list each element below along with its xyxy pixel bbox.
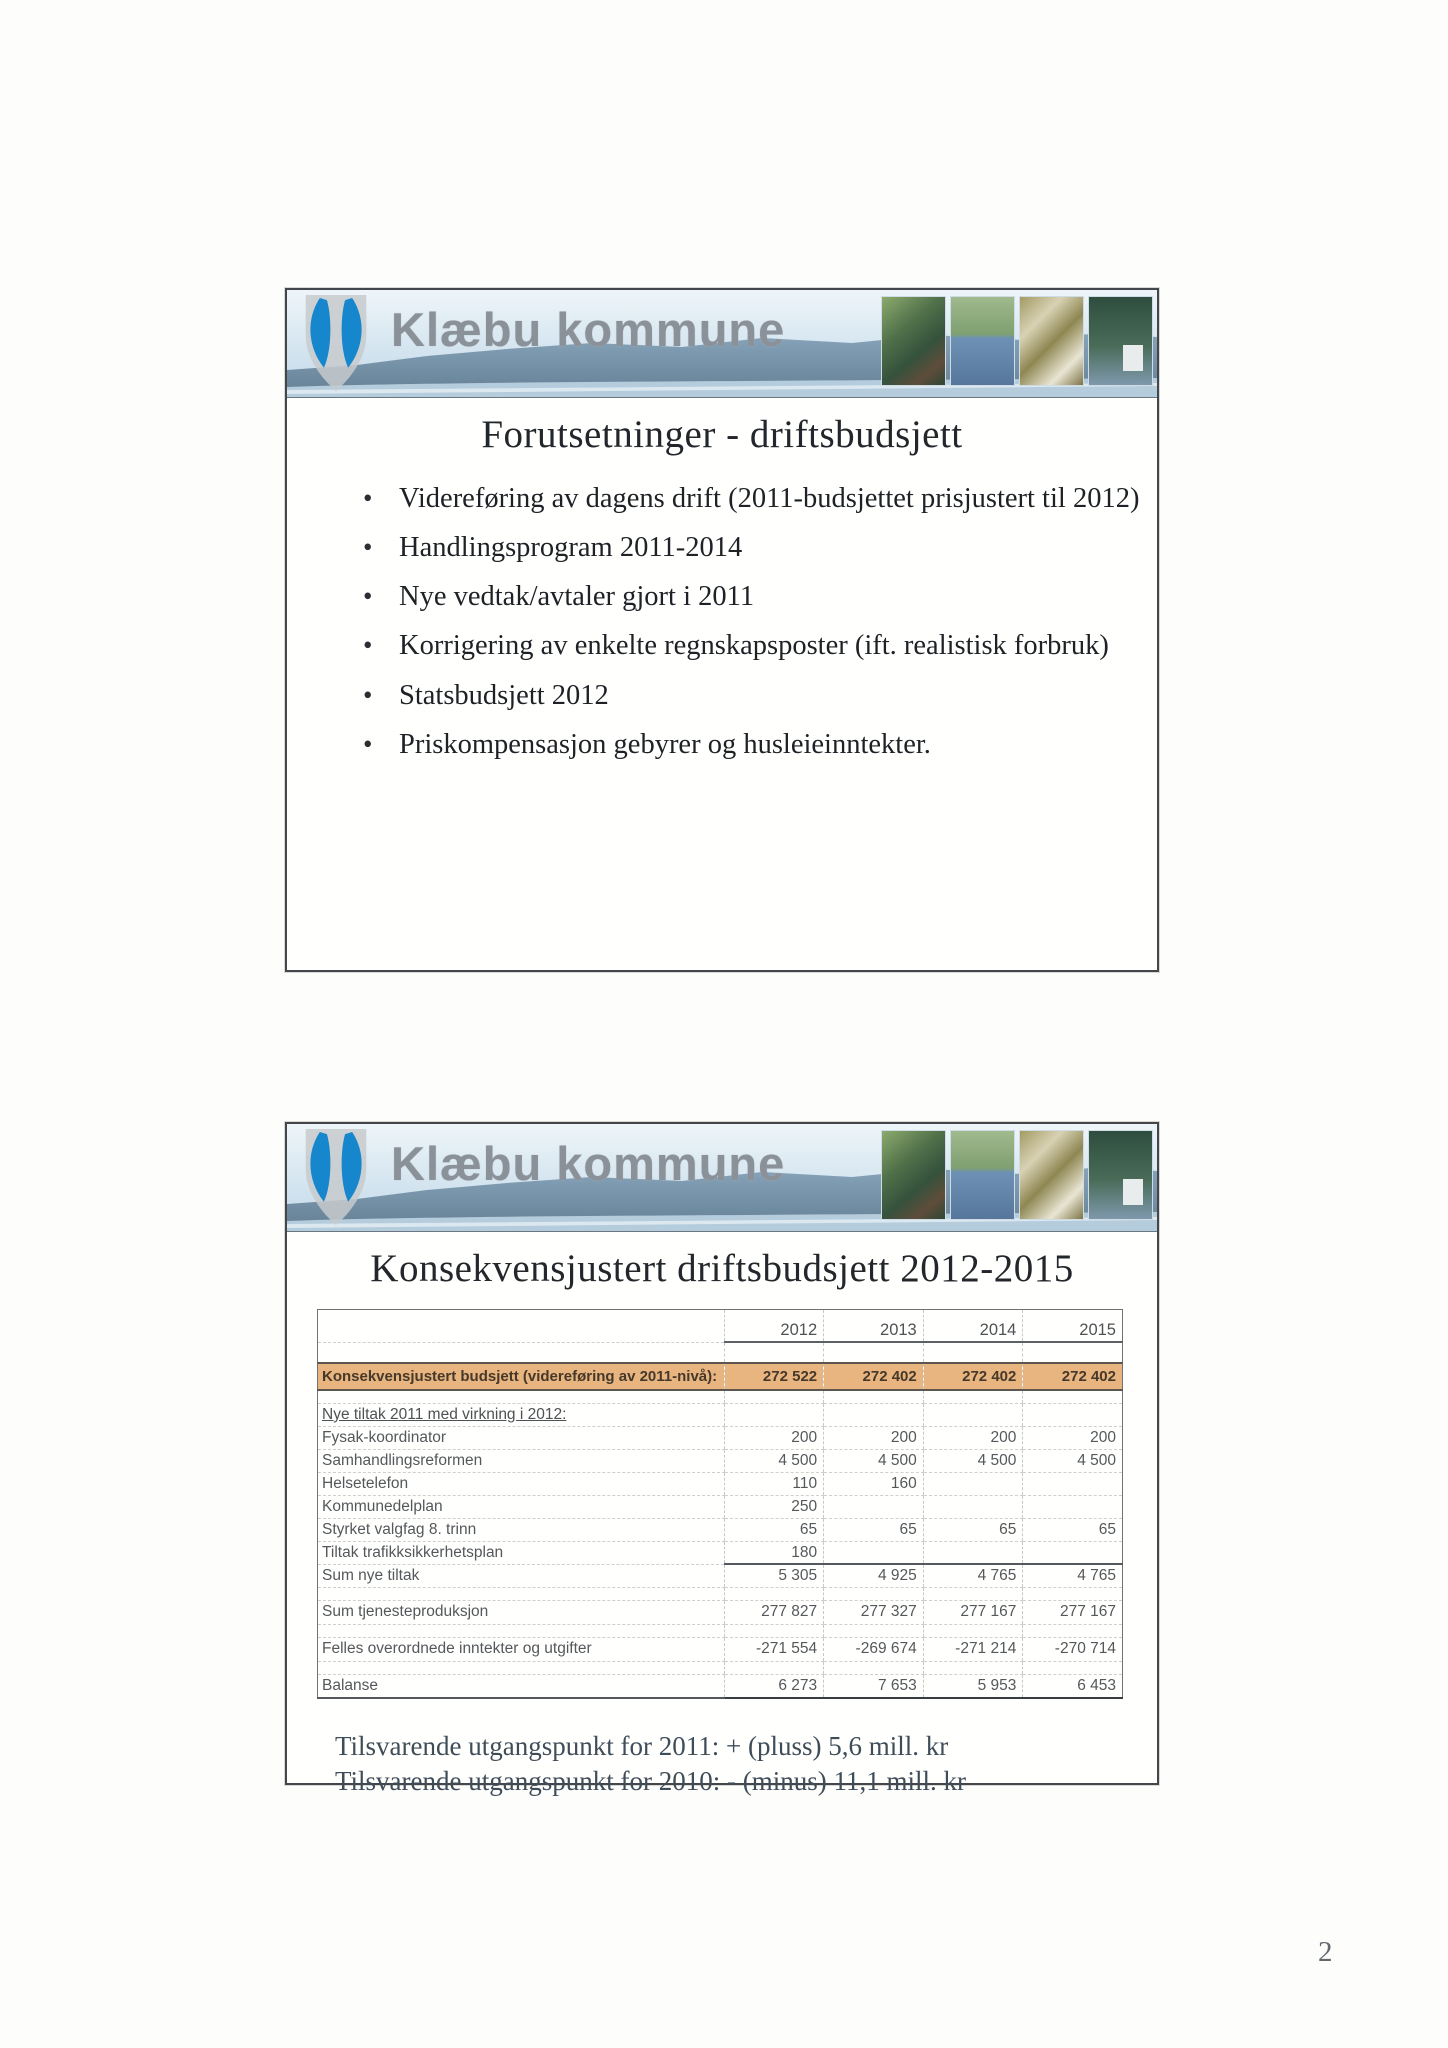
bullet-item: Statsbudsjett 2012 [353, 678, 1143, 714]
comparison-notes: Tilsvarende utgangspunkt for 2011: + (pl… [335, 1729, 1157, 1798]
bullet-text: Statsbudsjett 2012 [399, 679, 609, 711]
spacer-row [317, 1624, 1123, 1638]
spacer-row [317, 1661, 1123, 1675]
slide-title: Konsekvensjustert driftsbudsjett 2012-20… [370, 1247, 1074, 1290]
bullet-item: Nye vedtak/avtaler gjort i 2011 [353, 579, 1143, 615]
spacer-row [317, 1342, 1123, 1364]
slide-konsekvensjustert-budsjett: Klæbu kommune Konsekvensjustert driftsbu… [285, 1122, 1159, 1796]
page-number: 2 [1318, 1936, 1333, 1968]
bullet-text: Priskompensasjon gebyrer og husleieinnte… [399, 728, 931, 760]
highlight-row: Konsekvensjustert budsjett (videreføring… [317, 1362, 1123, 1392]
klaebu-crest-icon [305, 295, 367, 391]
banner-photo [1088, 296, 1153, 386]
table-row: Kommunedelplan 250 [317, 1495, 1123, 1519]
header-banner: Klæbu kommune [287, 290, 1157, 398]
sum-row: Sum nye tiltak 5 305 4 925 4 765 4 765 [317, 1563, 1123, 1588]
bullet-text: Handlingsprogram 2011-2014 [399, 531, 743, 563]
slide-title: Forutsetninger - driftsbudsjett [481, 413, 963, 456]
table-row: Tiltak trafikksikkerhetsplan 180 [317, 1541, 1123, 1565]
klaebu-crest-icon [305, 1129, 367, 1225]
bullet-item: Korrigering av enkelte regnskapsposter (… [353, 628, 1143, 664]
banner-photo [1088, 1130, 1153, 1220]
note-line: Tilsvarende utgangspunkt for 2011: + (pl… [335, 1731, 949, 1762]
spacer-row [317, 1587, 1123, 1601]
bullet-text: Nye vedtak/avtaler gjort i 2011 [399, 581, 755, 613]
year-header-cell: 2015 [1022, 1309, 1123, 1344]
banner-photo [950, 1130, 1015, 1220]
year-header-cell: 2014 [922, 1309, 1023, 1344]
bullet-text: Videreføring av dagens drift (2011-budsj… [399, 482, 1140, 514]
balance-row: Balanse 6 273 7 653 5 953 6 453 [317, 1674, 1123, 1700]
note-line: Tilsvarende utgangspunkt for 2010: - (mi… [335, 1765, 966, 1796]
photo-strip [881, 1130, 1153, 1220]
bullet-text: Korrigering av enkelte regnskapsposter (… [399, 630, 1109, 662]
banner-photo [1019, 296, 1084, 386]
banner-photo [881, 296, 946, 386]
bullet-item: Priskompensasjon gebyrer og husleieinnte… [353, 727, 1143, 763]
table-row: Samhandlingsreformen 4 500 4 500 4 500 4… [317, 1449, 1123, 1473]
year-header-cell: 2012 [723, 1309, 824, 1344]
header-banner: Klæbu kommune [287, 1124, 1157, 1232]
photo-strip [881, 296, 1153, 386]
banner-photo [881, 1130, 946, 1220]
table-row: Styrket valgfag 8. trinn 65 65 65 65 [317, 1518, 1123, 1542]
slide-forutsetninger: Klæbu kommune Forutsetninger - driftsbud… [285, 288, 1159, 972]
bullet-item: Videreføring av dagens drift (2011-budsj… [353, 481, 1143, 517]
year-header-cell: 2013 [823, 1309, 924, 1344]
total-row: Felles overordnede inntekter og utgifter… [317, 1637, 1123, 1662]
bullet-item: Handlingsprogram 2011-2014 [353, 530, 1143, 566]
table-row: Helsetelefon 110 160 [317, 1472, 1123, 1496]
table-row: Fysak-koordinator 200 200 200 200 [317, 1426, 1123, 1450]
table-header-row: 2012 2013 2014 2015 [317, 1309, 1123, 1344]
banner-photo [950, 296, 1015, 386]
municipality-name: Klæbu kommune [391, 1137, 786, 1190]
budget-table: 2012 2013 2014 2015 Konsekvensjustert bu… [317, 1308, 1123, 1700]
bullet-list: Videreføring av dagens drift (2011-budsj… [353, 481, 1143, 763]
banner-photo [1019, 1130, 1084, 1220]
section-row: Nye tiltak 2011 med virkning i 2012: [317, 1403, 1123, 1427]
total-row: Sum tjenesteproduksjon 277 827 277 327 2… [317, 1600, 1123, 1625]
municipality-name: Klæbu kommune [391, 303, 786, 356]
spacer-row [317, 1390, 1123, 1404]
